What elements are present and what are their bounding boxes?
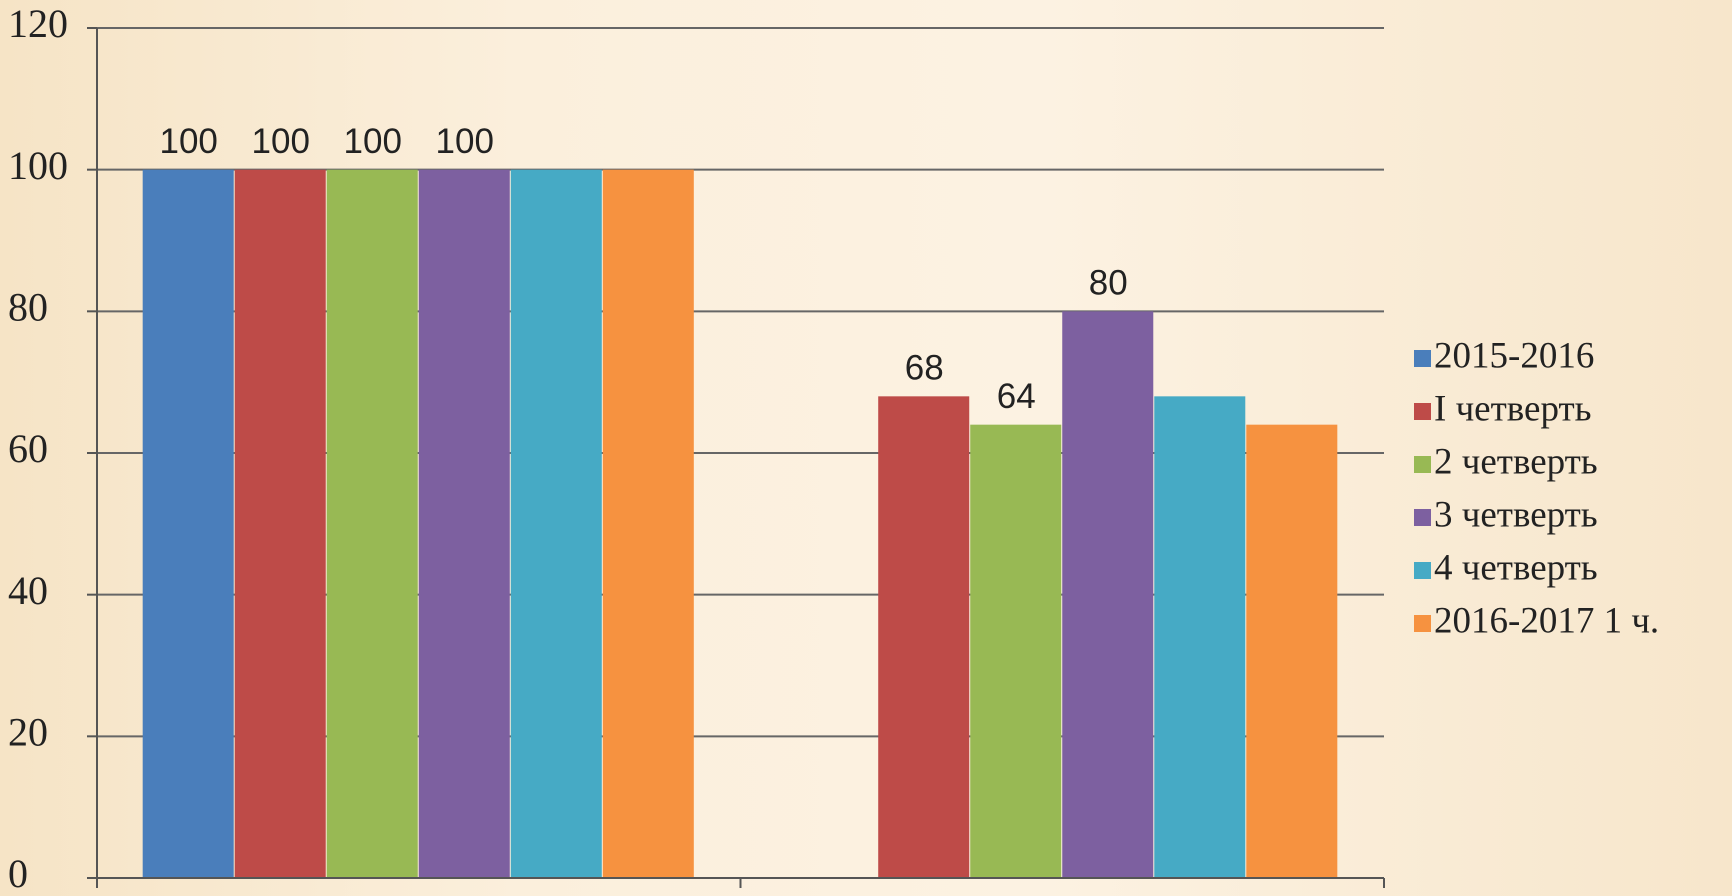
bar — [1154, 396, 1246, 878]
bar — [970, 424, 1062, 878]
y-tick-label: 0 — [8, 851, 28, 896]
y-tick-label: 80 — [8, 285, 48, 330]
bar — [1246, 424, 1338, 878]
bar — [1062, 311, 1154, 878]
bar — [602, 169, 694, 878]
data-label: 80 — [1089, 264, 1128, 303]
legend-label: 4 четверть — [1434, 547, 1598, 588]
legend-label: 2016-2017 1 ч. — [1434, 600, 1659, 641]
data-label: 100 — [252, 122, 310, 161]
legend-swatch — [1414, 350, 1431, 367]
legend-label: 2 четверть — [1434, 441, 1598, 482]
data-label: 100 — [159, 122, 217, 161]
legend-label: 2015-2016 — [1434, 335, 1594, 376]
bar — [234, 169, 326, 878]
bar — [510, 169, 602, 878]
legend-swatch — [1414, 403, 1431, 420]
data-label: 100 — [436, 122, 494, 161]
legend-label: 3 четверть — [1434, 494, 1598, 535]
y-tick-label: 100 — [8, 143, 68, 188]
bar — [326, 169, 418, 878]
bar — [878, 396, 970, 878]
data-label: 68 — [905, 349, 944, 388]
data-label: 64 — [997, 377, 1036, 416]
legend-swatch — [1414, 615, 1431, 632]
legend-swatch — [1414, 509, 1431, 526]
y-tick-label: 40 — [8, 568, 48, 613]
legend-swatch — [1414, 562, 1431, 579]
data-label: 100 — [344, 122, 402, 161]
bar — [142, 169, 234, 878]
bar — [418, 169, 510, 878]
legend-label: I четверть — [1434, 388, 1592, 429]
y-tick-label: 20 — [8, 710, 48, 755]
legend-swatch — [1414, 456, 1431, 473]
y-tick-label: 120 — [8, 1, 68, 46]
y-tick-label: 60 — [8, 426, 48, 471]
